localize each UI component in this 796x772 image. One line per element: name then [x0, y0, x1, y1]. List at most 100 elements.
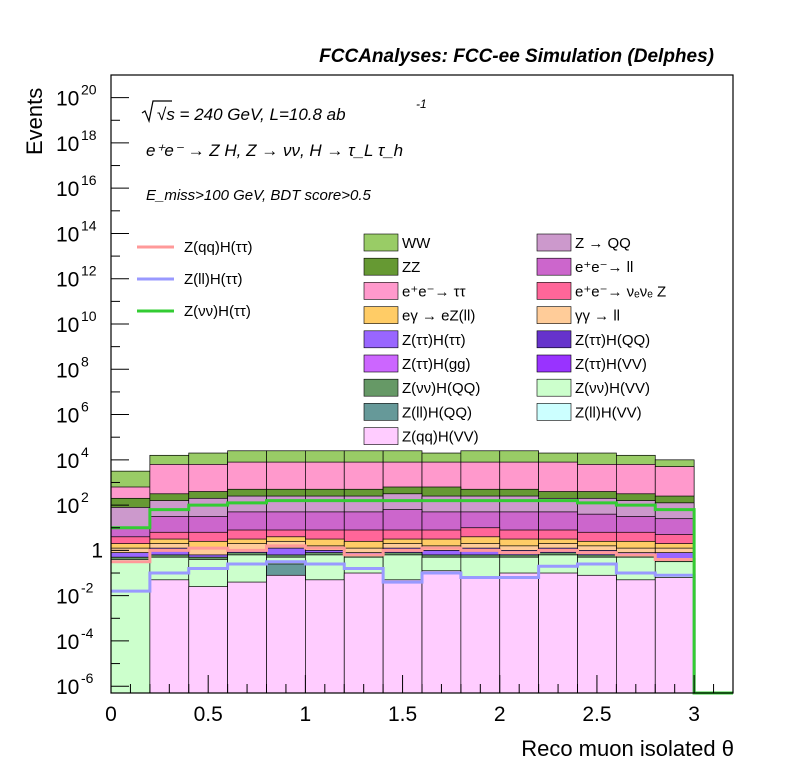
legend-backgrounds-col2: Z → QQ e⁺e⁻→ ll e⁺e⁻→ νₑνₑ Z γγ → ll Z(ττ)H(… [536, 233, 666, 421]
legend-label: Z(ττ)H(ττ) [402, 332, 466, 349]
x-tick-label: 1 [300, 703, 312, 726]
legend-entry-z-h-qq-: Z(νν)H(QQ) [363, 378, 480, 397]
legend-label: Z → QQ [575, 235, 631, 252]
bar [654, 577, 695, 694]
legend-entry-z-ll-h-: Z(ll)H(ττ) [137, 271, 243, 288]
bar [305, 579, 345, 694]
legend-entry-ww: WW [363, 233, 431, 252]
legend-swatch [363, 354, 399, 373]
y-tick-exponent: 2 [81, 489, 89, 505]
y-tick-label: 10 18 [56, 127, 97, 156]
energy-lumi-text: √s = 240 GeV, L=10.8 ab [157, 105, 346, 124]
y-tick-label: 10 8 [56, 353, 89, 382]
signal-line-z-qq-h- [111, 544, 733, 695]
legend-label: Z(ττ)H(VV) [575, 356, 647, 373]
legend-entry-z-h-qq-: Z(ττ)H(QQ) [536, 330, 650, 349]
x-axis: 0 0.5 1 1.5 2 2.5 3 [105, 675, 715, 726]
legend-entry-e-e-ll: e⁺e⁻→ ll [536, 257, 633, 276]
signal-layer [111, 499, 733, 695]
y-tick-label: 10 -2 [56, 580, 94, 609]
y-tick-label: 10 20 [56, 82, 97, 111]
y-tick-exponent: 6 [81, 399, 89, 415]
bar [499, 572, 539, 694]
selection-text: E_miss>100 GeV, BDT score>0.5 [146, 187, 371, 204]
signal-line-z-ll-h- [111, 560, 733, 695]
bar [149, 579, 190, 694]
legend-swatch [363, 427, 399, 445]
y-tick-base: 10 [56, 586, 79, 609]
legend-label: Z(ll)H(ττ) [184, 271, 243, 288]
sqrt-icon [141, 100, 172, 124]
bar [538, 572, 578, 694]
x-axis-title: Reco muon isolated θ [521, 736, 734, 761]
y-tick-label: 10 14 [56, 217, 97, 246]
legend-swatch [363, 403, 399, 421]
y-tick-base: 1 [91, 539, 103, 562]
y-tick-base: 10 [56, 359, 79, 382]
legend-entry-e-e-z: e⁺e⁻→ νₑνₑ Z [536, 282, 666, 300]
y-tick-exponent: -4 [81, 625, 94, 641]
y-tick-base: 10 [56, 405, 79, 428]
y-tick-label: 10 12 [56, 263, 97, 292]
y-tick-exponent: 16 [81, 172, 97, 188]
y-tick-label: 10 2 [56, 489, 89, 518]
legend-entry-e-ez-ll-: eγ → eZ(ll) [363, 306, 475, 325]
stack-z-qq-h-vv- [149, 570, 695, 694]
legend-swatch [536, 403, 572, 421]
y-tick-label: 10 10 [56, 308, 97, 337]
process-text: e⁺e⁻ → Z H, Z → νν, H → τ_L τ_h [146, 141, 403, 160]
legend-swatch [536, 330, 572, 349]
legend-swatch [536, 378, 572, 397]
legend-swatch [536, 282, 572, 300]
annotation-energy: √s = 240 GeV, L=10.8 ab -1 [141, 97, 427, 124]
y-tick-label: 10 -4 [56, 625, 94, 654]
y-tick-exponent: -2 [81, 580, 94, 596]
signal-line-z-h- [111, 499, 733, 695]
y-tick-base: 10 [56, 631, 79, 654]
legend-label: eγ → eZ(ll) [402, 308, 475, 325]
x-tick-label: 1.5 [388, 703, 417, 726]
legend-swatch [536, 257, 572, 276]
y-tick-label: 10 16 [56, 172, 97, 201]
y-tick-label: 10 6 [56, 399, 89, 428]
legend-label: Z(ll)H(VV) [575, 404, 642, 421]
legend-label: Z(νν)H(VV) [575, 380, 650, 397]
legend-label: WW [402, 235, 431, 252]
legend-entry--ll: γγ → ll [536, 306, 620, 325]
legend-swatch [363, 330, 399, 349]
legend-label: Z(ττ)H(QQ) [575, 332, 650, 349]
bar [110, 559, 151, 694]
legend-swatch [363, 233, 399, 252]
bar [460, 577, 501, 694]
chart-title: FCCAnalyses: FCC-ee Simulation (Delphes) [319, 46, 714, 67]
y-tick-exponent: -6 [81, 670, 94, 686]
y-axis-title: Events [22, 88, 47, 155]
legend-label: ZZ [402, 259, 420, 276]
legend-signals: Z(qq)H(ττ) Z(ll)H(ττ) Z(νν)H(ττ) [137, 239, 253, 320]
y-tick-exponent: 20 [81, 82, 97, 98]
legend-swatch [363, 257, 399, 276]
legend-label: Z(νν)H(ττ) [184, 303, 251, 320]
legend-entry-z-qq-h-vv-: Z(qq)H(VV) [363, 427, 479, 446]
y-tick-base: 10 [56, 178, 79, 201]
legend-label: e⁺e⁻→ ττ [402, 283, 466, 300]
bar [227, 581, 267, 694]
legend-swatch [363, 282, 399, 300]
legend-label: e⁺e⁻→ νₑνₑ Z [575, 283, 666, 300]
legend-swatch [536, 306, 572, 324]
x-tick-label: 0 [105, 703, 117, 726]
legend-swatch [363, 378, 399, 397]
y-tick-base: 10 [56, 223, 79, 246]
y-tick-base: 10 [56, 495, 79, 518]
legend-entry-z-h-: Z(ττ)H(ττ) [363, 330, 466, 349]
y-tick-base: 10 [56, 88, 79, 111]
legend-entry-z-h-vv-: Z(ττ)H(VV) [536, 354, 647, 373]
x-tick-label: 2 [494, 703, 506, 726]
legend-entry-z-h-gg-: Z(ττ)H(gg) [363, 354, 471, 373]
x-tick-label: 2.5 [582, 703, 611, 726]
legend-entry-z-h-: Z(νν)H(ττ) [137, 303, 251, 320]
y-tick-exponent: 18 [81, 127, 97, 143]
legend-label: γγ → ll [575, 308, 620, 325]
legend-swatch [536, 354, 572, 373]
